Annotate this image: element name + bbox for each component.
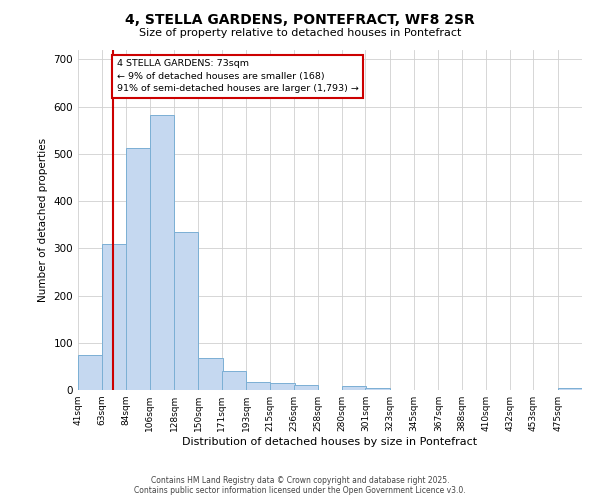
Bar [125, 148, 150, 390]
Bar [221, 371, 246, 390]
Bar [271, 383, 295, 390]
Bar [78, 354, 103, 390]
Bar [103, 244, 127, 390]
Bar [174, 232, 199, 390]
Text: Size of property relative to detached houses in Pontefract: Size of property relative to detached ho… [139, 28, 461, 38]
Y-axis label: Number of detached properties: Number of detached properties [38, 138, 48, 302]
Text: 4, STELLA GARDENS, PONTEFRACT, WF8 2SR: 4, STELLA GARDENS, PONTEFRACT, WF8 2SR [125, 12, 475, 26]
Bar [150, 114, 174, 390]
Bar [293, 386, 318, 390]
X-axis label: Distribution of detached houses by size in Pontefract: Distribution of detached houses by size … [182, 437, 478, 447]
Bar [557, 388, 582, 390]
Bar [365, 388, 389, 390]
Text: 4 STELLA GARDENS: 73sqm
← 9% of detached houses are smaller (168)
91% of semi-de: 4 STELLA GARDENS: 73sqm ← 9% of detached… [116, 60, 359, 94]
Bar [199, 358, 223, 390]
Bar [342, 386, 367, 390]
Text: Contains HM Land Registry data © Crown copyright and database right 2025.
Contai: Contains HM Land Registry data © Crown c… [134, 476, 466, 495]
Bar [246, 382, 271, 390]
